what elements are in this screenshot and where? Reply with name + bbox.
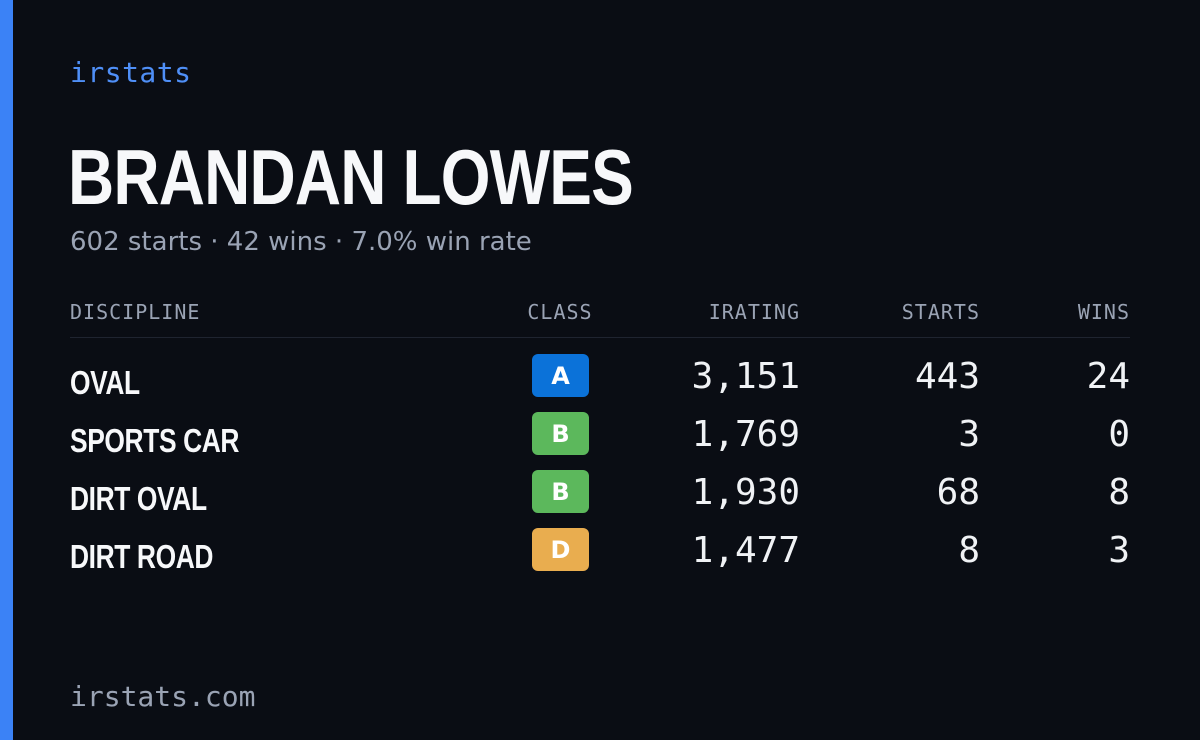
discipline-name: OVAL: [70, 364, 140, 401]
header-discipline: DISCIPLINE: [70, 300, 201, 324]
player-name: BRANDAN LOWES: [68, 133, 634, 221]
class-badge: B: [532, 412, 589, 455]
wins-value: 3: [1108, 530, 1130, 571]
table-row: OVAL A 3,151 443 24: [70, 354, 1130, 412]
irating-value: 1,930: [691, 472, 800, 513]
starts-value: 8: [958, 530, 980, 571]
header-class: CLASS: [527, 300, 593, 324]
table-body: OVAL A 3,151 443 24 SPORTS CAR B 1,769 3…: [70, 354, 1130, 586]
irating-value: 1,769: [691, 414, 800, 455]
discipline-name: DIRT OVAL: [70, 480, 207, 517]
accent-bar: [0, 0, 13, 740]
footer-url: irstats.com: [70, 680, 256, 713]
class-badge: D: [532, 528, 589, 571]
class-badge: A: [532, 354, 589, 397]
irating-value: 3,151: [691, 356, 800, 397]
table-header: DISCIPLINE CLASS IRATING STARTS WINS: [70, 300, 1130, 338]
header-irating: IRATING: [708, 300, 800, 324]
table-row: DIRT ROAD D 1,477 8 3: [70, 528, 1130, 586]
irating-value: 1,477: [691, 530, 800, 571]
stats-table: DISCIPLINE CLASS IRATING STARTS WINS OVA…: [70, 300, 1130, 586]
header-wins: WINS: [1077, 300, 1130, 324]
wins-value: 8: [1108, 472, 1130, 513]
starts-value: 68: [936, 472, 980, 513]
table-row: DIRT OVAL B 1,930 68 8: [70, 470, 1130, 528]
wins-value: 0: [1108, 414, 1130, 455]
starts-value: 443: [914, 356, 980, 397]
table-row: SPORTS CAR B 1,769 3 0: [70, 412, 1130, 470]
discipline-name: DIRT ROAD: [70, 538, 214, 575]
starts-value: 3: [958, 414, 980, 455]
class-badge: B: [532, 470, 589, 513]
brand-logo-text: irstats: [70, 56, 192, 89]
wins-value: 24: [1086, 356, 1130, 397]
discipline-name: SPORTS CAR: [70, 422, 240, 459]
header-starts: STARTS: [901, 300, 980, 324]
player-summary: 602 starts · 42 wins · 7.0% win rate: [70, 227, 532, 257]
